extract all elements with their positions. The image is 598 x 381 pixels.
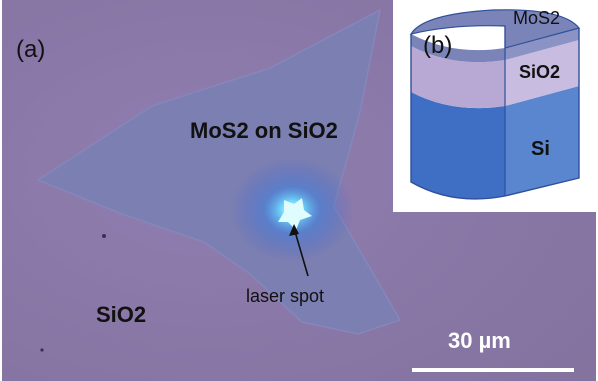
laser-arrow-head [289,224,299,236]
layer-stack-diagram [409,9,581,200]
mos2-layer-cut [505,28,579,60]
substrate-label: SiO2 [96,302,147,327]
cylinder-outline [410,28,580,200]
layer-label-sio2: SiO2 [519,62,561,82]
flake-label: MoS2 on SiO2 [190,118,338,143]
layer-label-mos2: MoS2 [513,8,561,28]
top-surface [409,9,581,49]
laser-arrow-shaft [293,227,309,277]
panel-b-label: (b) [423,32,453,59]
si-layer [411,92,505,199]
si-layer-cut [505,86,579,196]
scale-bar [412,368,574,372]
laser-core [278,198,312,230]
laser-spot-label: laser spot [246,286,325,306]
scale-bar-label: 30 µm [448,328,511,353]
debris-speck [102,234,106,238]
panel-a-label: (a) [16,36,46,63]
sio2-layer-cut [505,40,579,106]
sio2-layer [411,46,505,109]
debris-speck [40,348,44,352]
mos2-layer [411,34,505,63]
layer-label-si: Si [531,138,550,160]
panel-b-inset: (b) MoS2 SiO2 Si [393,0,598,212]
